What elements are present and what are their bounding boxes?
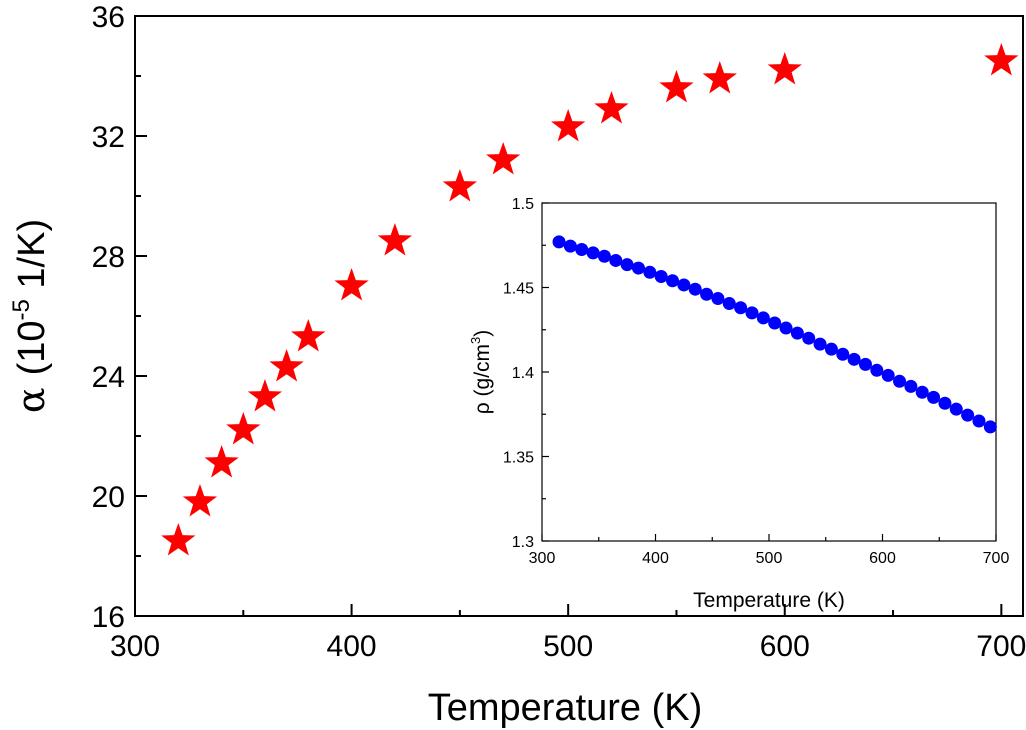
circle-data-point bbox=[927, 390, 941, 404]
circle-data-point bbox=[881, 368, 895, 382]
main-x-ticks: 300 400 500 600 700 bbox=[110, 604, 1026, 663]
circle-data-point bbox=[700, 287, 714, 301]
inset-x-tick-label: 400 bbox=[642, 550, 669, 567]
circle-data-point bbox=[631, 261, 645, 275]
inset-x-tick-label: 500 bbox=[756, 550, 783, 567]
main-x-tick-label: 500 bbox=[543, 630, 593, 663]
inset-plot: 300 400 500 600 700 1.3 1.35 1.4 1.45 1.5 Temper… bbox=[468, 196, 1009, 612]
star-data-point bbox=[984, 43, 1019, 76]
main-y-tick-label: 36 bbox=[92, 1, 125, 34]
circle-data-point bbox=[563, 239, 577, 253]
star-data-point bbox=[377, 223, 413, 256]
circle-data-point bbox=[972, 414, 986, 428]
circle-data-point bbox=[745, 306, 759, 320]
circle-data-point bbox=[904, 379, 918, 393]
circle-data-point bbox=[836, 347, 850, 361]
circle-data-point bbox=[575, 242, 589, 256]
main-y-tick-label: 28 bbox=[92, 241, 125, 274]
circle-data-point bbox=[779, 321, 793, 335]
star-data-point bbox=[226, 412, 261, 445]
circle-data-point bbox=[813, 337, 827, 351]
circle-data-point bbox=[870, 363, 884, 377]
star-data-point bbox=[767, 52, 802, 85]
y-label-exponent: -5 bbox=[8, 299, 35, 320]
star-data-point bbox=[204, 445, 239, 478]
star-data-point bbox=[269, 349, 304, 382]
circle-data-point bbox=[847, 352, 861, 366]
inset-y-tick-label: 1.4 bbox=[512, 365, 534, 382]
y-label-suffix: 1/K) bbox=[11, 219, 53, 299]
main-x-axis-label: Temperature (K) bbox=[428, 687, 703, 729]
star-data-point bbox=[659, 70, 694, 103]
inset-y-label-exponent: 3 bbox=[468, 337, 483, 344]
inset-x-axis-label: Temperature (K) bbox=[693, 589, 845, 612]
main-series-stars bbox=[161, 43, 1019, 556]
circle-data-point bbox=[552, 235, 566, 249]
circle-data-point bbox=[756, 311, 770, 325]
star-data-point bbox=[161, 523, 196, 556]
circle-data-point bbox=[915, 385, 929, 399]
inset-y-tick-label: 1.3 bbox=[512, 534, 534, 551]
inset-y-ticks: 1.3 1.35 1.4 1.45 1.5 bbox=[503, 196, 549, 551]
circle-data-point bbox=[722, 297, 736, 311]
main-y-tick-label: 24 bbox=[92, 361, 125, 394]
circle-data-point bbox=[677, 278, 691, 292]
circle-data-point bbox=[597, 249, 611, 263]
star-data-point bbox=[486, 142, 521, 175]
circle-data-point bbox=[711, 291, 725, 305]
inset-y-tick-label: 1.45 bbox=[503, 281, 534, 298]
main-y-tick-label: 16 bbox=[92, 601, 125, 634]
circle-data-point bbox=[802, 331, 816, 345]
circle-data-point bbox=[858, 357, 872, 371]
circle-data-point bbox=[654, 270, 668, 284]
circle-data-point bbox=[949, 402, 963, 416]
circle-data-point bbox=[768, 316, 782, 330]
circle-data-point bbox=[586, 246, 600, 260]
inset-y-tick-label: 1.35 bbox=[503, 450, 534, 467]
circle-data-point bbox=[620, 258, 634, 272]
circle-data-point bbox=[938, 396, 952, 410]
main-x-tick-label: 400 bbox=[327, 630, 377, 663]
circle-data-point bbox=[666, 274, 680, 288]
circle-data-point bbox=[790, 326, 804, 340]
main-y-ticks: 16 20 24 28 32 36 bbox=[92, 1, 147, 634]
inset-x-tick-label: 600 bbox=[869, 550, 896, 567]
alpha-symbol: α bbox=[9, 387, 53, 413]
circle-data-point bbox=[983, 420, 997, 434]
inset-x-tick-label: 300 bbox=[529, 550, 556, 567]
circle-data-point bbox=[893, 374, 907, 388]
main-x-tick-label: 600 bbox=[760, 630, 810, 663]
y-label-prefix: (10 bbox=[11, 321, 53, 376]
circle-data-point bbox=[824, 342, 838, 356]
star-data-point bbox=[702, 61, 737, 94]
star-data-point bbox=[442, 169, 477, 202]
circle-data-point bbox=[734, 301, 748, 315]
star-data-point bbox=[551, 109, 586, 142]
main-y-axis-label: α (10-5 1/K) bbox=[8, 219, 53, 413]
inset-y-label-prefix: ρ (g/cm bbox=[471, 344, 494, 414]
star-data-point bbox=[594, 91, 629, 124]
inset-y-tick-label: 1.5 bbox=[512, 196, 534, 213]
inset-series-circles bbox=[552, 235, 997, 434]
circle-data-point bbox=[643, 265, 657, 279]
inset-y-label-suffix: ) bbox=[471, 330, 494, 337]
inset-y-axis-label: ρ (g/cm3) bbox=[468, 330, 494, 415]
circle-data-point bbox=[609, 253, 623, 267]
main-plot: 300 400 500 600 700 16 20 24 28 32 36 Temperature… bbox=[8, 1, 1026, 729]
inset-x-tick-label: 700 bbox=[983, 550, 1010, 567]
star-data-point bbox=[182, 484, 218, 517]
circle-data-point bbox=[688, 282, 702, 296]
main-x-tick-label: 300 bbox=[110, 630, 160, 663]
inset-x-ticks: 300 400 500 600 700 bbox=[529, 534, 1010, 567]
star-data-point bbox=[291, 319, 326, 352]
main-y-tick-label: 32 bbox=[92, 121, 125, 154]
star-data-point bbox=[247, 379, 283, 412]
main-y-tick-label: 20 bbox=[92, 481, 125, 514]
circle-data-point bbox=[961, 408, 975, 422]
main-x-tick-label: 700 bbox=[976, 630, 1026, 663]
star-data-point bbox=[334, 268, 369, 301]
